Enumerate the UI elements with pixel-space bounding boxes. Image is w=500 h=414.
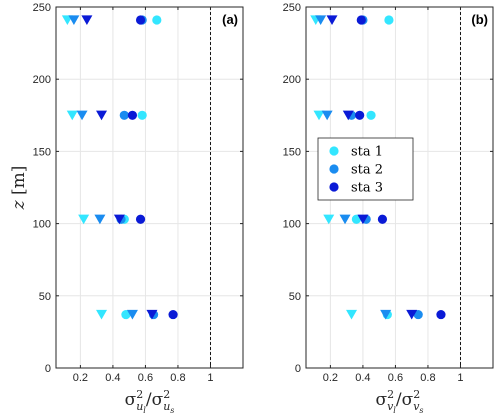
- triangle-marker: [339, 214, 351, 225]
- triangle-marker: [94, 214, 106, 225]
- triangle-marker: [380, 309, 392, 320]
- triangle-marker: [346, 309, 358, 320]
- panel-b: 0.2 0.4 0.6 0.8 1 0 50 100 150 200 250 (b) σ2 vl/σ2 vs…: [283, 2, 494, 414]
- panel-label: (b): [471, 12, 488, 27]
- panel-a: 0.2 0.4 0.6 0.8 1 0 50 100 150 200 250 (a) σ2 ul/σ2 us…: [9, 2, 244, 414]
- axes-frame: [305, 6, 494, 369]
- x-tick-label: 0.4: [355, 372, 370, 384]
- y-tick-label: 0: [295, 363, 301, 375]
- triangle-marker: [113, 214, 125, 225]
- circle-marker: [121, 309, 131, 320]
- y-tick-label: 50: [289, 291, 301, 303]
- axes-frame: [55, 6, 244, 369]
- legend-label: sta 2: [351, 163, 383, 178]
- y-tick-label: 100: [33, 219, 51, 231]
- x-tick-label: 1: [207, 372, 213, 384]
- y-tick-label: 150: [283, 146, 301, 158]
- triangle-marker: [313, 110, 325, 121]
- x-tick-label: 0.8: [420, 372, 435, 384]
- triangle-marker: [68, 15, 80, 25]
- triangle-marker: [96, 110, 108, 121]
- circle-marker: [356, 15, 366, 25]
- circle-marker: [355, 110, 365, 120]
- x-axis-label: σ2 vl/σ2 vs: [375, 388, 423, 414]
- y-tick-label: 200: [283, 74, 301, 86]
- circle-marker: [413, 309, 423, 320]
- legend-label: sta 3: [351, 181, 383, 196]
- x-tick-label: 1: [457, 372, 463, 384]
- y-tick-label: 150: [33, 146, 51, 158]
- x-tick-label: 0.8: [170, 372, 185, 384]
- triangle-marker: [126, 309, 138, 320]
- x-tick-label: 0.2: [73, 372, 88, 384]
- y-tick-label: 0: [45, 363, 51, 375]
- triangle-marker: [326, 15, 338, 25]
- circle-marker: [351, 214, 362, 224]
- legend-marker: [329, 182, 339, 192]
- y-tick-label: 100: [283, 219, 301, 231]
- series-sta-3: [81, 15, 178, 320]
- triangle-marker: [146, 309, 158, 320]
- x-axis-label: σ2 ul/σ2 us: [125, 388, 175, 414]
- x-tick-label: 0.4: [105, 372, 120, 384]
- legend-marker: [329, 146, 339, 156]
- x-tick-label: 0.2: [323, 372, 338, 384]
- triangle-marker: [357, 214, 369, 225]
- circle-marker: [137, 110, 147, 120]
- triangle-marker: [66, 110, 78, 121]
- legend: sta 1 sta 2 sta 3: [317, 137, 414, 201]
- circle-marker: [384, 15, 394, 25]
- circle-marker: [377, 214, 388, 224]
- y-tick-label: 50: [39, 291, 51, 303]
- triangle-marker: [81, 15, 93, 25]
- legend-marker: [329, 164, 339, 174]
- circle-marker: [436, 309, 446, 320]
- y-tick-label: 250: [283, 2, 301, 14]
- triangle-marker: [342, 110, 354, 121]
- series-sta-3: [326, 15, 446, 320]
- circle-marker: [168, 309, 178, 320]
- panel-label: (a): [222, 12, 238, 27]
- circle-marker: [366, 110, 376, 120]
- circle-marker: [135, 15, 146, 25]
- triangle-marker: [78, 214, 90, 225]
- triangle-marker: [315, 15, 327, 25]
- triangle-marker: [321, 110, 333, 121]
- triangle-marker: [96, 309, 108, 320]
- plot-area: [56, 7, 243, 368]
- circle-marker: [135, 214, 146, 224]
- triangle-marker: [76, 110, 88, 121]
- triangle-marker: [323, 214, 335, 225]
- y-tick-label: 200: [33, 74, 51, 86]
- y-tick-label: 250: [33, 2, 51, 14]
- circle-marker: [119, 110, 129, 120]
- y-axis-label: z [m]: [9, 166, 29, 211]
- x-tick-label: 0.6: [388, 372, 403, 384]
- x-tick-label: 0.6: [138, 372, 153, 384]
- circle-marker: [152, 15, 162, 25]
- circle-marker: [127, 110, 138, 120]
- legend-label: sta 1: [351, 145, 383, 160]
- triangle-marker: [406, 309, 418, 320]
